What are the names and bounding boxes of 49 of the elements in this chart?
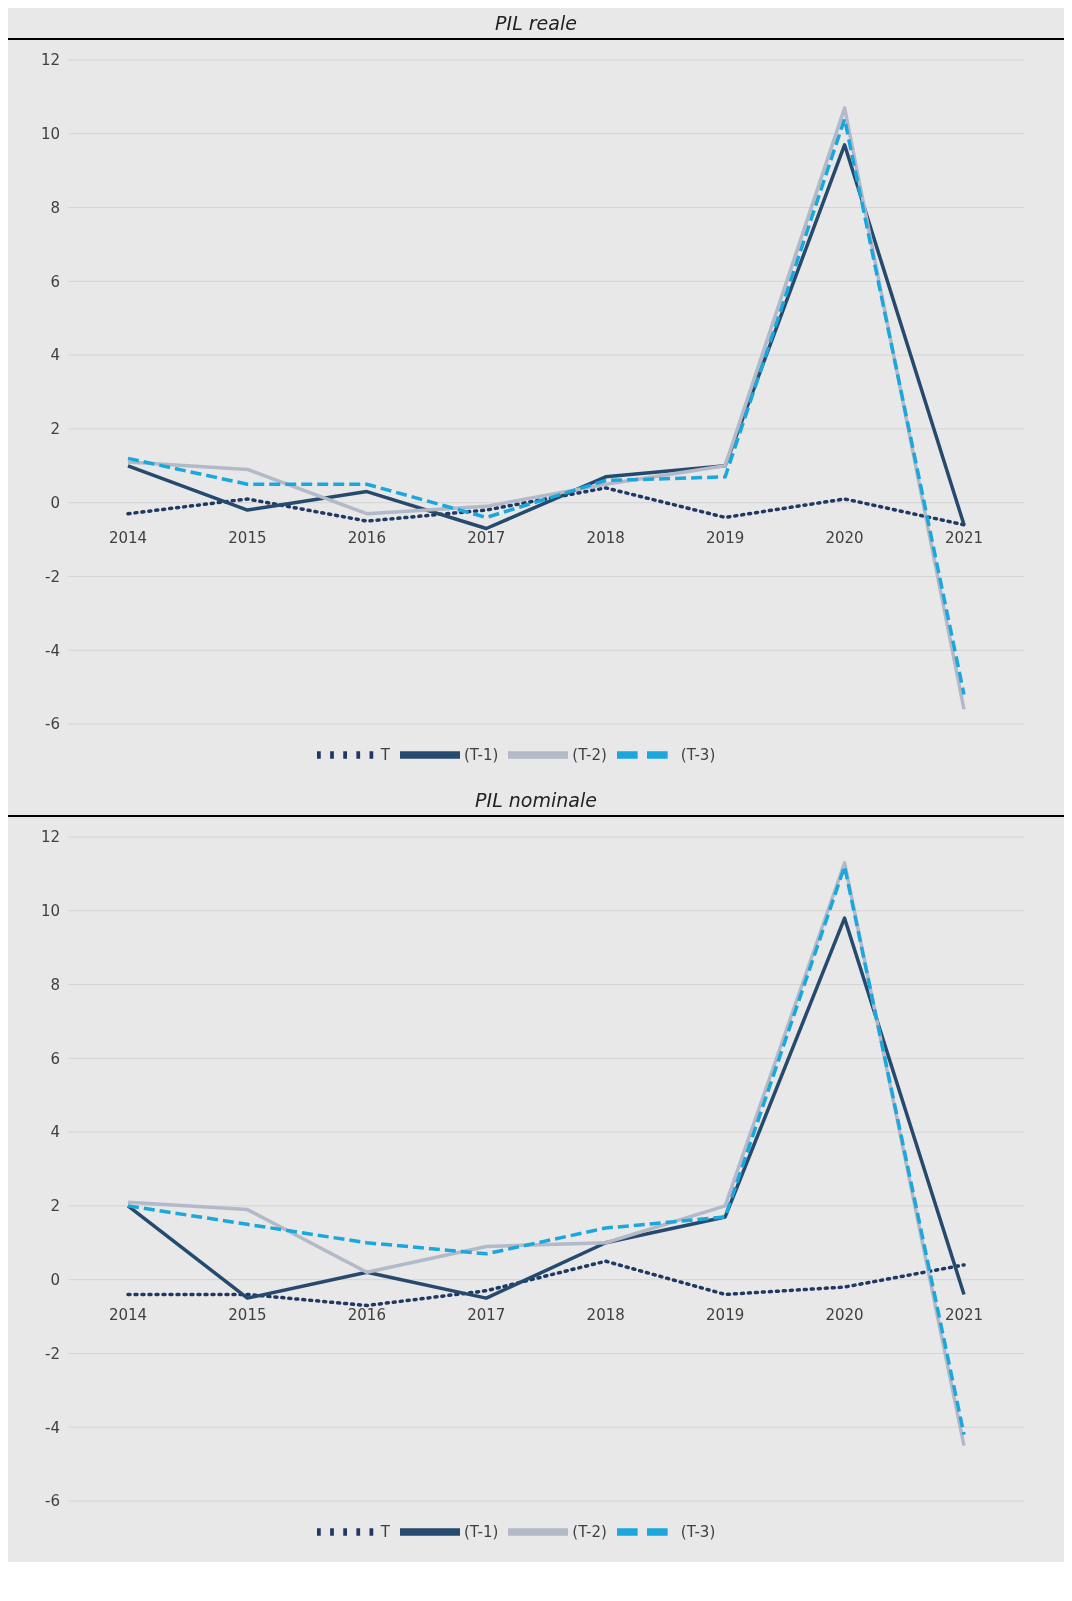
y-tick-label: -2 (45, 567, 60, 586)
y-tick-label: -4 (45, 1418, 60, 1437)
y-tick-label: 12 (40, 51, 60, 70)
y-tick-label: 2 (50, 420, 60, 439)
x-tick-label: 2019 (706, 529, 745, 548)
x-tick-label: 2020 (825, 1306, 864, 1325)
x-tick-label: 2016 (347, 529, 386, 548)
y-tick-label: 10 (40, 902, 60, 921)
y-tick-label: 10 (40, 125, 60, 144)
line-series (126, 916, 966, 1300)
legend-label: (T-1) (463, 745, 499, 764)
x-tick-label: 2020 (825, 529, 864, 548)
legend-label: (T-2) (572, 1522, 607, 1541)
line-series (126, 1259, 966, 1308)
x-tick-label: 2016 (347, 1306, 386, 1325)
y-tick-label: 4 (50, 346, 60, 365)
legend-label: T (380, 1522, 390, 1541)
y-tick-label: 6 (50, 1049, 60, 1068)
y-tick-label: 0 (50, 493, 60, 512)
chart-title: PIL reale (8, 8, 1064, 40)
x-tick-label: 2021 (944, 1306, 984, 1325)
y-tick-label: 4 (50, 1123, 60, 1142)
legend-label: T (380, 745, 390, 764)
line-series (126, 486, 966, 527)
x-tick-label: 2015 (228, 1306, 267, 1325)
y-tick-label: 12 (40, 828, 60, 847)
y-tick-label: 8 (50, 975, 60, 994)
chart-title: PIL nominale (8, 785, 1064, 817)
y-tick-label: -6 (45, 1492, 60, 1511)
x-tick-label: 2021 (944, 529, 984, 548)
y-tick-label: -6 (45, 715, 60, 734)
x-tick-label: 2017 (467, 1306, 506, 1325)
y-tick-label: 6 (50, 272, 60, 291)
x-tick-label: 2014 (108, 529, 148, 548)
legend-label: (T-3) (680, 745, 716, 764)
x-tick-label: 2014 (108, 1306, 148, 1325)
y-tick-label: -4 (45, 641, 60, 660)
y-tick-label: 0 (50, 1270, 60, 1289)
legend-label: (T-1) (463, 1522, 499, 1541)
y-tick-label: -2 (45, 1344, 60, 1363)
legend-label: (T-3) (680, 1522, 716, 1541)
y-tick-label: 8 (50, 198, 60, 217)
x-tick-label: 2018 (586, 1306, 625, 1325)
x-tick-label: 2018 (586, 529, 625, 548)
x-tick-label: 2015 (228, 529, 267, 548)
x-tick-label: 2017 (467, 529, 506, 548)
y-tick-label: 2 (50, 1197, 60, 1216)
legend-label: (T-2) (572, 745, 607, 764)
x-tick-label: 2019 (706, 1306, 745, 1325)
